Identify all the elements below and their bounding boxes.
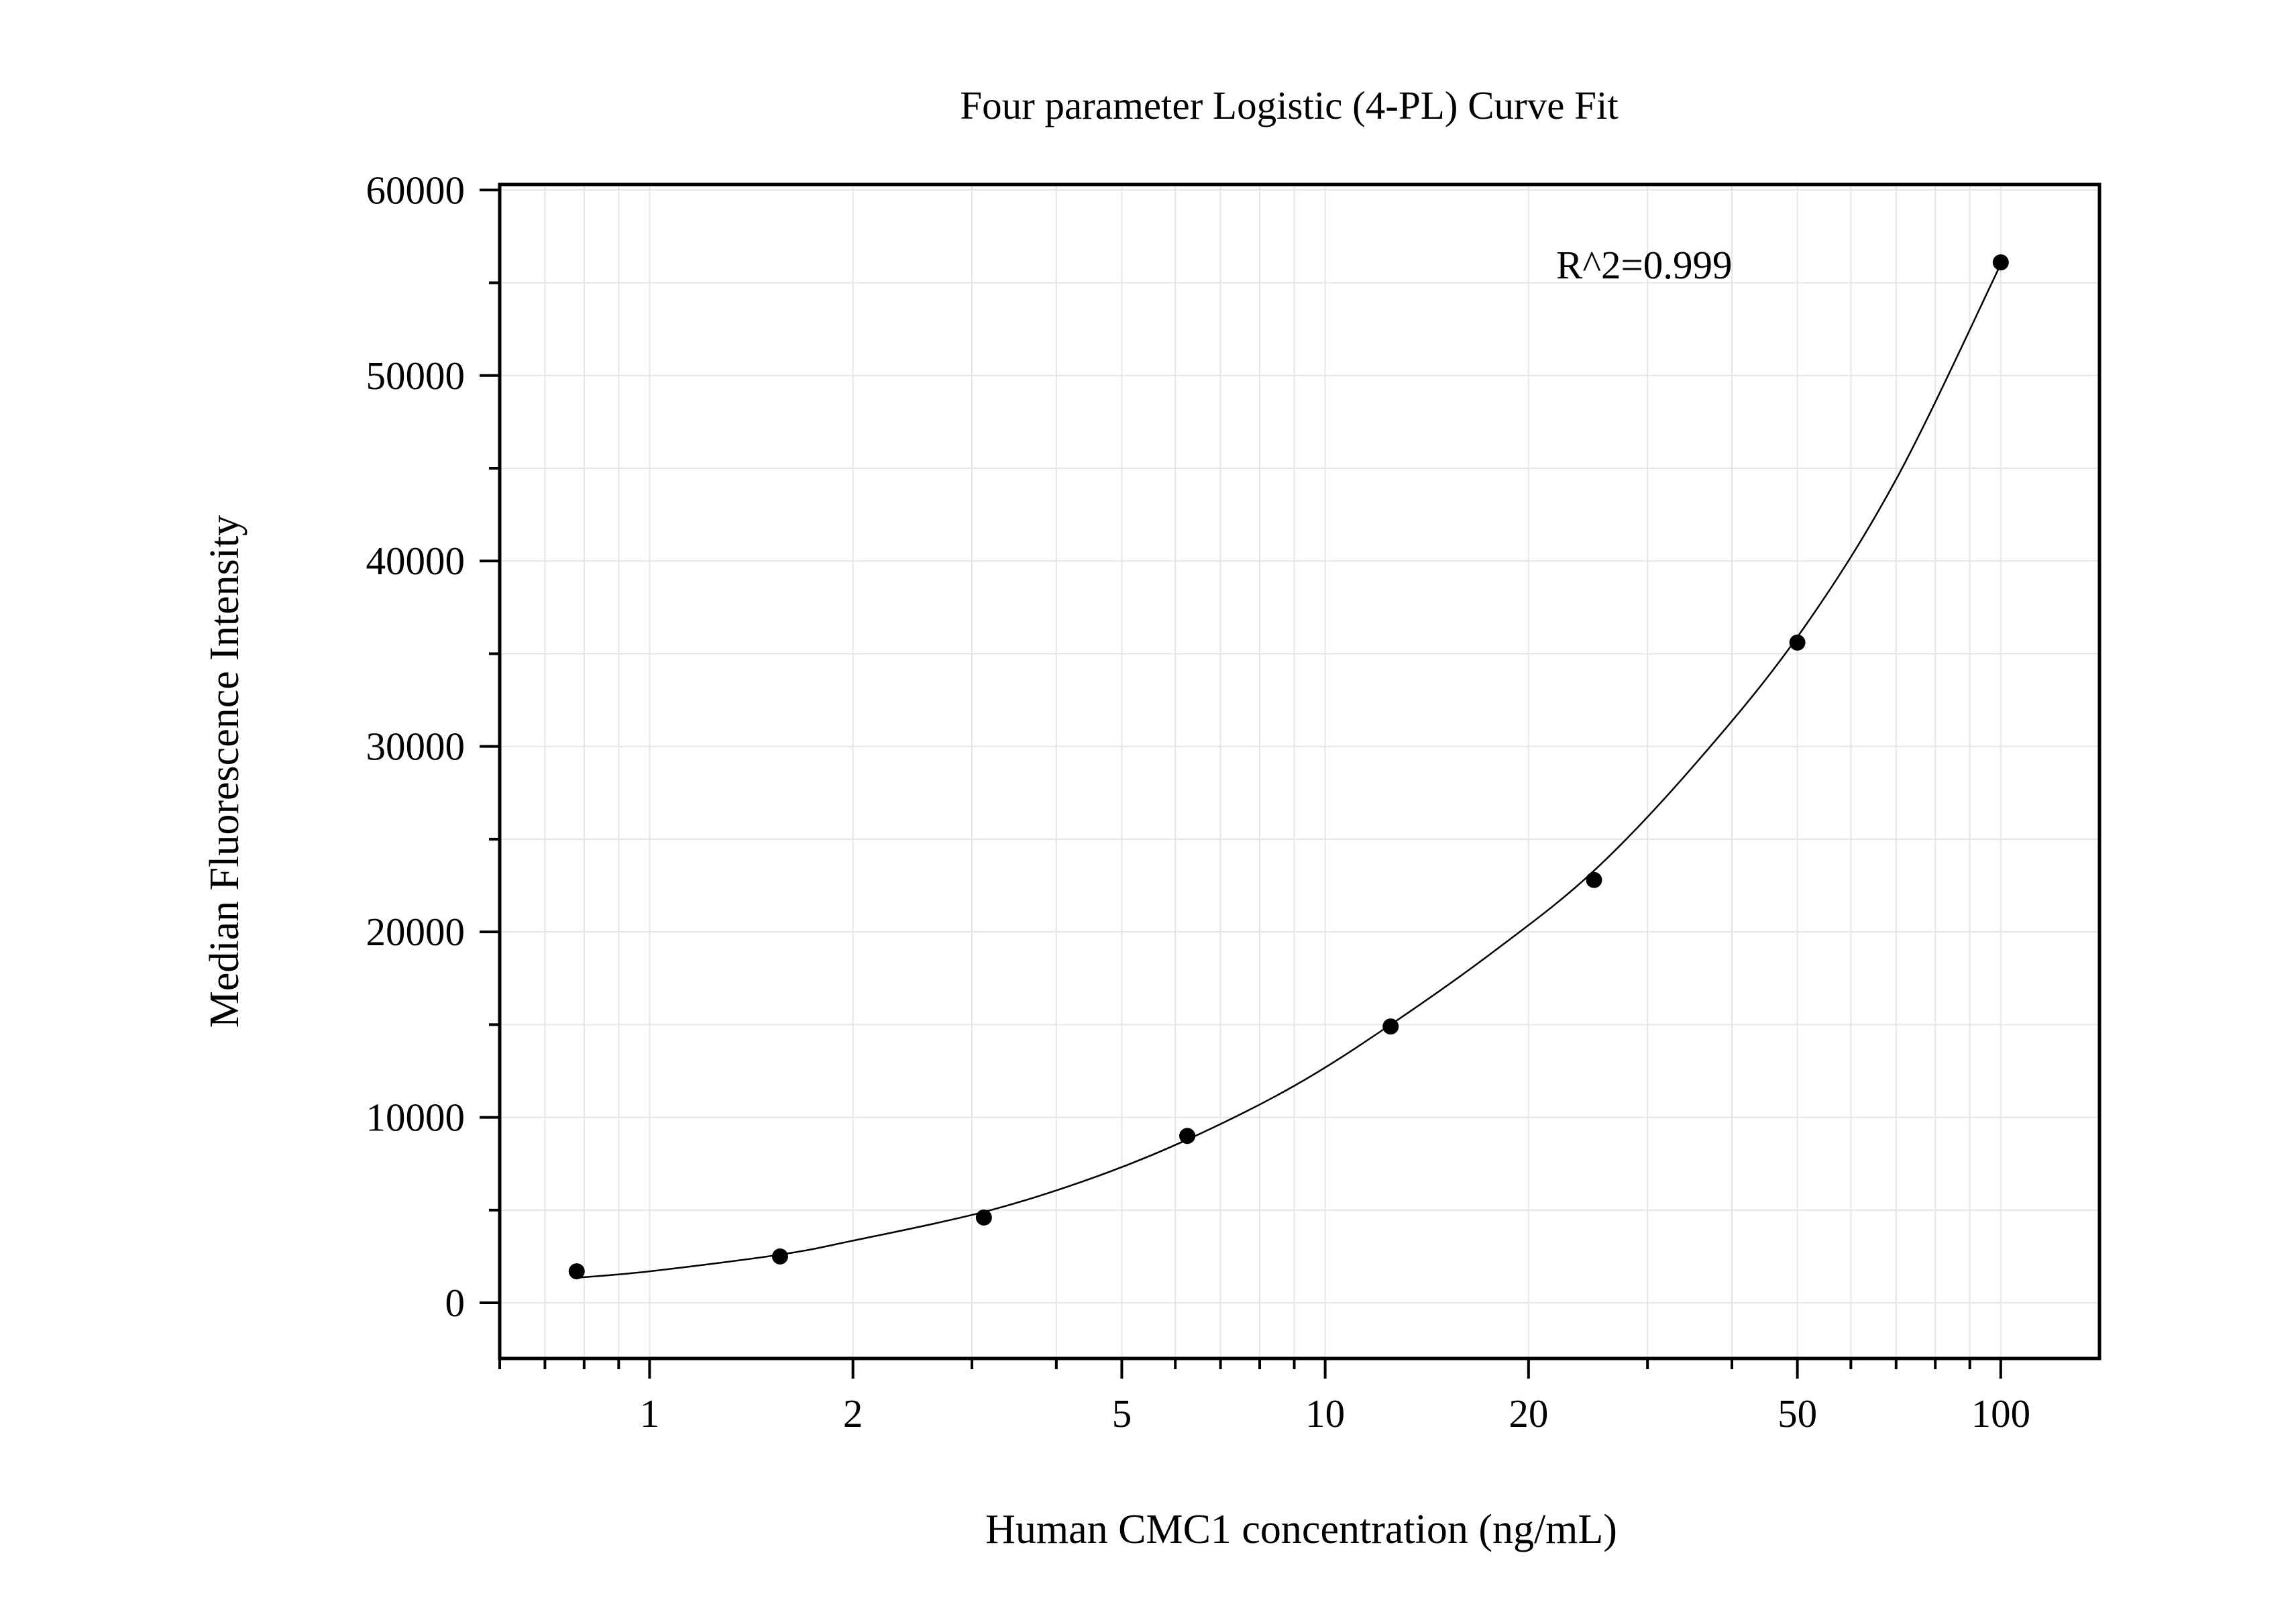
r-squared-annotation: R^2=0.999: [1556, 243, 1733, 287]
x-tick-label: 2: [843, 1391, 863, 1436]
x-tick-label: 50: [1778, 1391, 1817, 1436]
data-point: [1789, 634, 1806, 651]
x-axis-label: Human CMC1 concentration (ng/mL): [985, 1507, 1617, 1552]
fit-curve-line: [576, 264, 2002, 1279]
data-point: [1992, 254, 2009, 271]
x-tick-label: 20: [1509, 1391, 1548, 1436]
points-layer: [568, 254, 2009, 1280]
y-tick-label: 60000: [366, 168, 466, 212]
chart-title: Four parameter Logistic (4-PL) Curve Fit: [960, 83, 1619, 127]
y-tick-label: 50000: [366, 354, 466, 398]
x-tick-label: 5: [1112, 1391, 1132, 1436]
y-tick-label: 10000: [366, 1095, 466, 1140]
y-tick-label: 0: [445, 1281, 466, 1325]
data-point: [1382, 1018, 1399, 1035]
plot-frame: [498, 182, 2101, 1360]
curve-layer: [576, 264, 2002, 1279]
y-tick-label: 20000: [366, 910, 466, 954]
y-tick-label: 30000: [366, 725, 466, 769]
x-tick-label: 1: [640, 1391, 660, 1436]
data-point: [1179, 1128, 1196, 1144]
y-tick-label: 40000: [366, 539, 466, 583]
data-point: [1586, 871, 1602, 888]
axis-layer: 1 2 5 10 20 50 100 0 10000 20000 30000 40000 50000 60…: [366, 168, 2101, 1436]
y-axis-label: Median Fluorescence Intensity: [202, 515, 248, 1028]
x-tick-label: 100: [1971, 1391, 2031, 1436]
grid-layer: [499, 184, 2099, 1358]
data-point: [568, 1263, 585, 1280]
data-point: [975, 1209, 992, 1226]
data-point: [771, 1248, 788, 1265]
x-tick-label: 10: [1305, 1391, 1345, 1436]
